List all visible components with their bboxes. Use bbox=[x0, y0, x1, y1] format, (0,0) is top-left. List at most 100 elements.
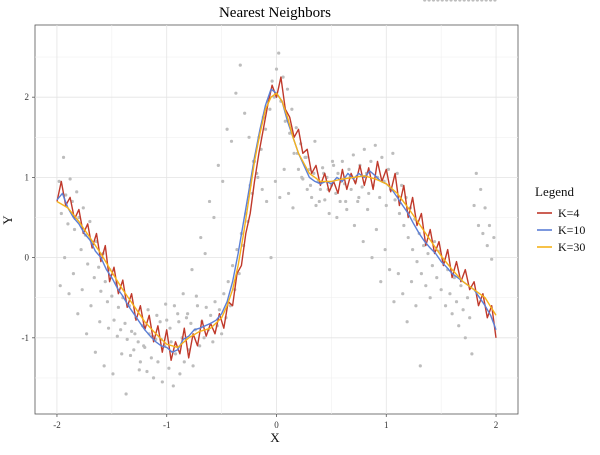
data-point bbox=[418, 364, 422, 368]
data-point bbox=[123, 321, 127, 325]
data-point bbox=[338, 199, 342, 204]
data-point bbox=[136, 340, 140, 344]
data-point bbox=[198, 344, 202, 348]
data-point bbox=[387, 268, 392, 272]
data-point bbox=[272, 95, 276, 99]
data-point bbox=[485, 243, 489, 248]
data-point bbox=[149, 356, 153, 360]
data-point bbox=[461, 308, 465, 312]
series-line-k-30 bbox=[56, 92, 497, 349]
data-point bbox=[216, 163, 220, 167]
data-point bbox=[111, 372, 115, 376]
data-point bbox=[151, 376, 156, 380]
data-point bbox=[142, 344, 146, 348]
data-point bbox=[265, 199, 269, 204]
data-point bbox=[138, 360, 142, 364]
data-point bbox=[68, 177, 72, 181]
data-point bbox=[190, 268, 194, 272]
data-point bbox=[269, 255, 273, 260]
data-point bbox=[317, 199, 321, 204]
data-point bbox=[336, 171, 340, 175]
data-point bbox=[391, 151, 395, 155]
data-point bbox=[431, 0, 436, 2]
data-point bbox=[335, 215, 339, 220]
data-point bbox=[270, 79, 274, 83]
data-point bbox=[440, 0, 444, 2]
x-tick-label: 0 bbox=[274, 420, 279, 430]
data-point bbox=[217, 308, 222, 312]
data-point bbox=[155, 313, 159, 317]
data-point bbox=[285, 87, 290, 91]
data-point bbox=[432, 239, 437, 244]
data-point bbox=[318, 187, 323, 192]
data-point bbox=[468, 316, 472, 320]
data-point bbox=[340, 159, 344, 163]
data-point bbox=[177, 320, 181, 324]
data-point bbox=[452, 276, 456, 280]
data-point bbox=[59, 211, 63, 216]
data-point bbox=[133, 332, 137, 336]
data-point bbox=[373, 143, 377, 147]
data-point bbox=[321, 166, 325, 170]
data-point bbox=[314, 203, 318, 208]
data-point bbox=[426, 251, 430, 256]
data-point bbox=[487, 223, 492, 228]
data-point bbox=[450, 312, 454, 316]
data-point bbox=[397, 211, 402, 216]
data-point bbox=[168, 326, 172, 330]
data-point bbox=[345, 207, 349, 212]
legend-label: K=30 bbox=[558, 240, 585, 254]
data-point bbox=[427, 0, 431, 2]
data-point bbox=[230, 264, 235, 268]
data-point bbox=[312, 171, 316, 175]
data-point bbox=[458, 0, 462, 2]
data-point bbox=[479, 187, 483, 192]
series-line-k-4 bbox=[56, 76, 497, 361]
data-point bbox=[288, 131, 292, 135]
data-point bbox=[419, 272, 423, 276]
data-point bbox=[304, 155, 308, 159]
data-point bbox=[81, 206, 85, 210]
data-point bbox=[160, 380, 164, 384]
y-tick-label: 1 bbox=[25, 172, 30, 182]
data-point bbox=[344, 199, 348, 204]
data-point bbox=[424, 284, 428, 288]
data-point bbox=[472, 203, 476, 208]
legend-title: Legend bbox=[535, 184, 574, 199]
data-point bbox=[98, 320, 102, 324]
data-point bbox=[173, 352, 178, 356]
data-point bbox=[158, 320, 162, 324]
data-point bbox=[347, 167, 351, 171]
legend: Legend K=4 K=10 K=30 bbox=[535, 184, 585, 254]
data-point bbox=[274, 67, 279, 71]
data-point bbox=[97, 265, 101, 269]
data-point bbox=[445, 0, 449, 2]
data-point bbox=[203, 251, 207, 256]
data-point bbox=[330, 159, 335, 163]
data-point bbox=[92, 276, 96, 280]
data-point bbox=[396, 272, 400, 276]
data-point bbox=[156, 360, 160, 364]
data-point bbox=[84, 332, 89, 336]
data-point bbox=[362, 147, 366, 151]
data-point bbox=[119, 328, 123, 332]
data-point bbox=[63, 255, 67, 260]
data-point bbox=[435, 276, 439, 280]
data-point bbox=[283, 119, 287, 123]
y-tick-label: 0 bbox=[25, 253, 30, 263]
data-point bbox=[125, 337, 129, 342]
data-point bbox=[89, 304, 93, 308]
data-point bbox=[349, 187, 353, 192]
data-point bbox=[360, 185, 364, 189]
data-point bbox=[191, 364, 195, 368]
legend-label: K=4 bbox=[558, 206, 579, 220]
data-point bbox=[457, 324, 461, 328]
legend-label: K=10 bbox=[558, 223, 585, 237]
data-point bbox=[323, 198, 327, 202]
data-point bbox=[164, 302, 168, 306]
x-tick-label: 2 bbox=[494, 420, 499, 430]
data-point bbox=[115, 334, 119, 338]
data-point bbox=[213, 300, 217, 304]
x-tick-label: -2 bbox=[53, 420, 61, 430]
data-point bbox=[237, 272, 241, 276]
